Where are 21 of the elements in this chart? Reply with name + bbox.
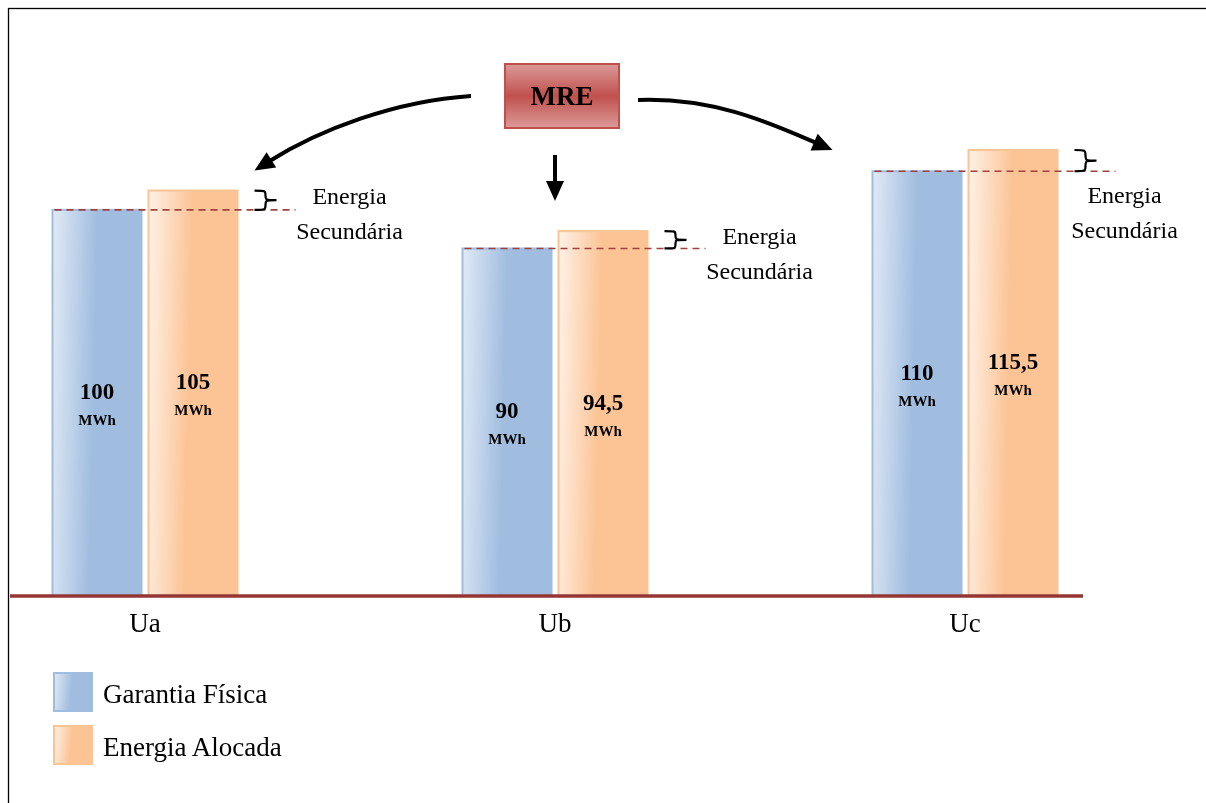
x-tick-label: Uc [949, 608, 981, 638]
data-label: 110 MWh [898, 359, 937, 409]
data-label: 90 MWh [488, 398, 527, 448]
bar [967, 149, 1059, 597]
x-tick-label: Ub [538, 608, 572, 638]
annotation: Energia Secundária [1071, 182, 1179, 244]
annotation: Energia Secundária [706, 222, 814, 284]
data-label: 94,5 MWh [582, 389, 624, 439]
data-label: 105 MWh [174, 369, 213, 419]
bar [557, 230, 649, 597]
data-label: 115,5 MWh [987, 349, 1039, 398]
legend-label: Garantia Física [103, 679, 268, 709]
bar [147, 189, 239, 597]
bar [461, 247, 553, 597]
text: MRE [530, 81, 594, 111]
data-label: 100 MWh [78, 378, 117, 428]
x-tick-label: Ua [129, 608, 161, 638]
legend-label: Energia Alocada [103, 732, 282, 762]
bar [51, 208, 143, 597]
bar [871, 170, 963, 597]
annotation: Energia Secundária [296, 183, 404, 245]
